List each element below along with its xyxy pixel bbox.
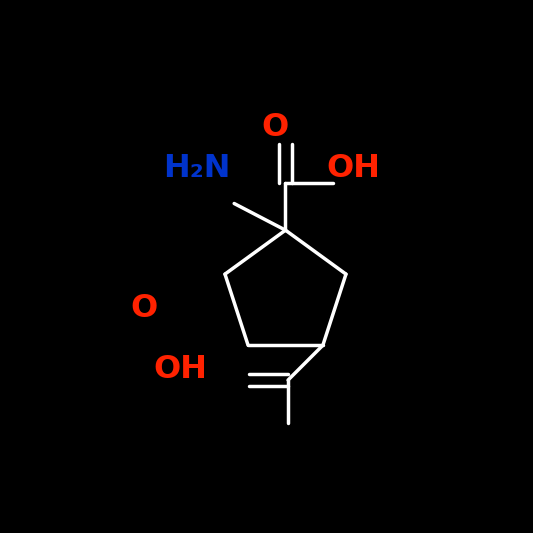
Text: H₂N: H₂N: [164, 153, 231, 184]
Text: OH: OH: [154, 354, 208, 385]
Text: O: O: [262, 112, 289, 143]
Text: OH: OH: [326, 153, 380, 184]
Text: O: O: [130, 293, 158, 324]
